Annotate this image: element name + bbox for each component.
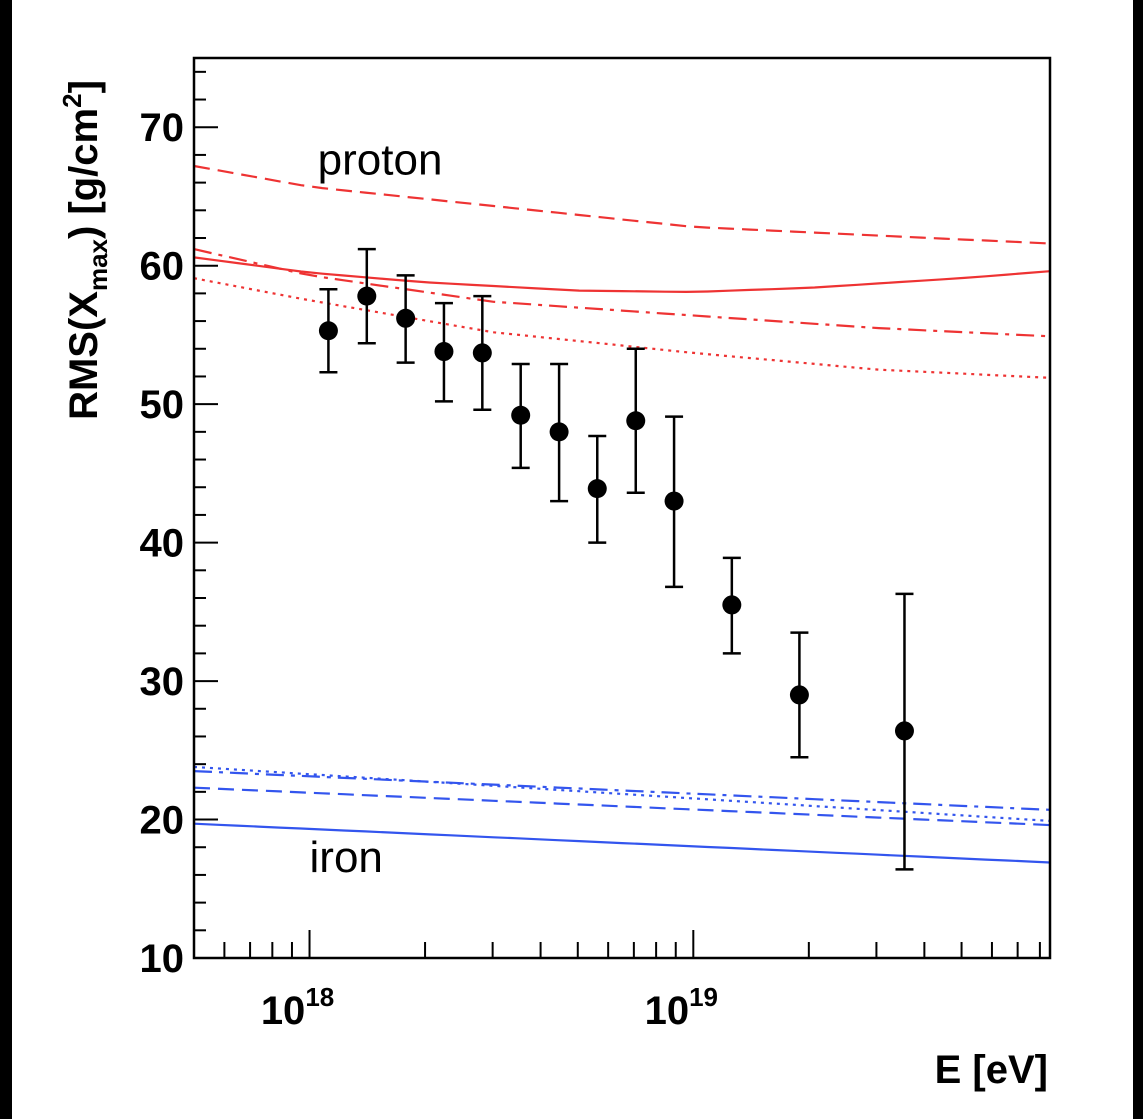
y-axis-label: RMS(Xmax) [g/cm2] (57, 80, 113, 420)
x-tick-base: 10 (261, 989, 306, 1033)
x-axis-label: E [eV] (935, 1048, 1048, 1092)
x-tick-exponent: 19 (689, 982, 718, 1012)
proton-dotted-curve (193, 277, 1051, 379)
y-tick-label: 70 (140, 106, 185, 150)
tick-layer (193, 70, 1041, 959)
y-tick-label: 30 (140, 660, 185, 704)
data-point (789, 685, 809, 705)
data-point (894, 721, 914, 741)
iron-dashdot-curve (193, 770, 1051, 811)
data-point (434, 342, 454, 362)
proton-dashed-curve (193, 164, 1051, 245)
x-tick-label: 1019 (645, 982, 718, 1033)
iron-dotted-curve (193, 765, 1051, 822)
figure-background (12, 0, 1133, 1119)
y-label-sub: max (83, 238, 113, 291)
data-point (511, 405, 531, 425)
y-label-post: ) [g/cm (62, 108, 106, 239)
annotation-iron: iron (310, 833, 383, 882)
data-points (318, 247, 914, 871)
y-label-pre: RMS(X (62, 291, 106, 420)
x-tick-label: 1018 (261, 982, 334, 1033)
data-point (357, 286, 377, 306)
data-point (318, 321, 338, 341)
y-tick-label: 40 (140, 522, 185, 566)
iron-dashed-curve (193, 786, 1051, 827)
annotation-proton: proton (318, 135, 443, 184)
y-tick-label: 20 (140, 799, 185, 843)
y-tick-label: 60 (140, 245, 185, 289)
y-tick-labels: 10 20 30 40 50 60 70 (140, 106, 185, 981)
x-tick-exponent: 18 (305, 982, 334, 1012)
x-tick-base: 10 (645, 989, 690, 1033)
data-point (587, 479, 607, 499)
y-tick-label: 10 (140, 937, 185, 981)
data-point (396, 308, 416, 328)
proton-solid-curve (193, 256, 1051, 294)
proton-dashdot-curve (193, 248, 1051, 338)
y-label-end: ] (62, 80, 106, 93)
x-tick-labels: 1018 1019 (261, 982, 718, 1033)
data-point (664, 491, 684, 511)
y-label-sup: 2 (57, 93, 87, 107)
data-point (549, 422, 569, 442)
y-tick-label: 50 (140, 383, 185, 427)
data-point (626, 411, 646, 431)
data-point (722, 595, 742, 615)
plot-frame (192, 56, 1052, 960)
iron-solid-curve (193, 822, 1051, 864)
model-curves (193, 164, 1051, 864)
data-point (472, 343, 492, 363)
